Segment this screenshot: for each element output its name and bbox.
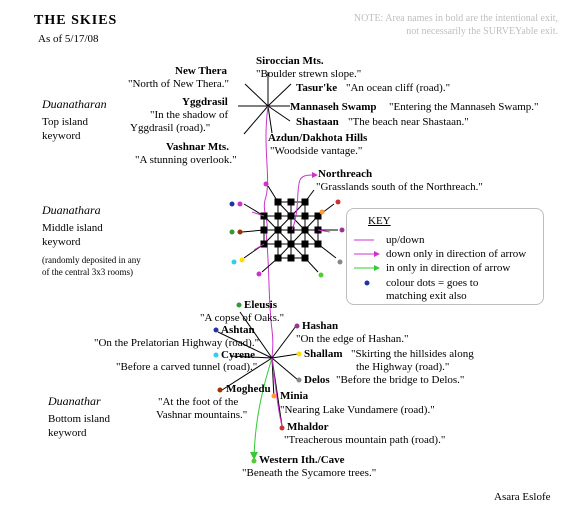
key-dots1: colour dots = goes to [386,277,479,289]
exit-moghedu-desc1: "At the foot of the [158,396,239,408]
top-island-name: Duanatharan [42,97,107,111]
middle-island-note2: of the central 3x3 rooms) [42,267,133,277]
exit-shallam-desc1: "Skirting the hillsides along [351,348,474,360]
exit-western-name: Western Ith./Cave [259,454,345,466]
exit-vashnar-desc: "A stunning overlook." [135,154,237,166]
exit-minia-name: Minia [280,390,309,402]
exit-new-thera-desc: "North of New Thera." [128,78,230,90]
middle-island-kw2: keyword [42,236,81,248]
exit-siroccian-name: Siroccian Mts. [256,55,324,67]
key-title: KEY [368,215,391,227]
down-arrows [251,211,331,251]
exit-new-thera-name: New Thera [175,65,228,77]
exit-yggdrasil-desc2: Yggdrasil (road)." [130,122,211,134]
northreach-line [291,174,313,231]
middle-island-name: Duanathara [42,203,101,217]
exit-vashnar-name: Vashnar Mts. [166,141,229,153]
middle-grid [260,198,322,262]
exit-shastaan-desc: "The beach near Shastaan." [348,116,469,128]
exit-mannaseh-desc: "Entering the Mannaseh Swamp." [389,101,539,113]
exit-ashtan-name: Ashtan [221,324,255,336]
exit-tasurke-desc: "An ocean cliff (road)." [346,82,451,94]
exit-shastaan-name: Shastaan [296,116,339,128]
exit-ashtan-desc: "On the Prelatorian Highway (road)." [94,337,260,349]
middle-island-note1: (randomly deposited in any [42,255,141,265]
exit-delos-name: Delos [304,374,330,386]
exit-yggdrasil-name: Yggdrasil [182,96,228,108]
key-in-only: in only in direction of arrow [386,262,511,274]
top-island-kw1: Top island [42,116,88,128]
top-hub [238,72,292,135]
key-down-only: down only in direction of arrow [386,248,527,260]
exit-tasurke-name: Tasur'ke [296,82,338,94]
exit-western-desc: "Beneath the Sycamore trees." [242,467,377,479]
exit-siroccian-desc: "Boulder strewn slope." [256,68,362,80]
grid-exit-dots [229,181,345,278]
bottom-island-kw2: keyword [48,427,87,439]
top-island-kw2: keyword [42,130,81,142]
key-box [346,208,544,305]
in-only-line [253,357,273,459]
key-dots2: matching exit also [386,290,467,302]
exit-moghedu-name: Moghedu [226,383,271,395]
exit-azdun-name: Azdun/Dakhota Hills [268,132,368,144]
exit-hashan-name: Hashan [302,320,339,332]
updown-line-top [263,105,269,233]
exit-azdun-desc: "Woodside vantage." [270,145,363,157]
exit-shallam-name: Shallam [304,348,343,360]
date-label: As of 5/17/08 [38,33,99,45]
exit-cyrene-name: Cyrene [221,349,256,361]
exit-shallam-desc2: the Highway (road)." [356,361,450,373]
exit-northreach-name: Northreach [318,168,373,180]
exit-eleusis-name: Eleusis [244,299,278,311]
author-credit: Asara Eslofe [494,491,551,503]
key-legend [354,239,380,286]
exit-eleusis-desc: "A copse of Oaks." [200,312,285,324]
note-line-1: NOTE: Area names in bold are the intenti… [353,13,558,24]
exit-delos-desc: "Before the bridge to Delos." [336,374,465,386]
exit-mhaldor-desc: "Treacherous mountain path (road)." [284,434,446,446]
note-line-2: not necessarily the SURVEYable exit. [406,26,558,37]
bottom-island-name: Duanathar [48,394,101,408]
exit-hashan-desc: "On the edge of Hashan." [296,333,409,345]
key-updown: up/down [386,234,425,246]
exit-moghedu-desc2: Vashnar mountains." [156,409,248,421]
bottom-dots [213,302,302,464]
exit-minia-desc: "Nearing Lake Vundamere (road)." [280,404,435,416]
exit-mhaldor-name: Mhaldor [287,421,329,433]
page-title: THE SKIES [34,13,118,28]
exit-cyrene-desc: "Before a carved tunnel (road)." [116,361,258,373]
exit-northreach-desc: "Grasslands south of the Northreach." [316,181,483,193]
updown-line-bottom [265,231,274,359]
exit-yggdrasil-desc1: "In the shadow of [150,109,229,121]
exit-mannaseh-name: Mannaseh Swamp [290,101,377,113]
middle-island-kw1: Middle island [42,222,103,234]
bottom-island-kw1: Bottom island [48,413,111,425]
